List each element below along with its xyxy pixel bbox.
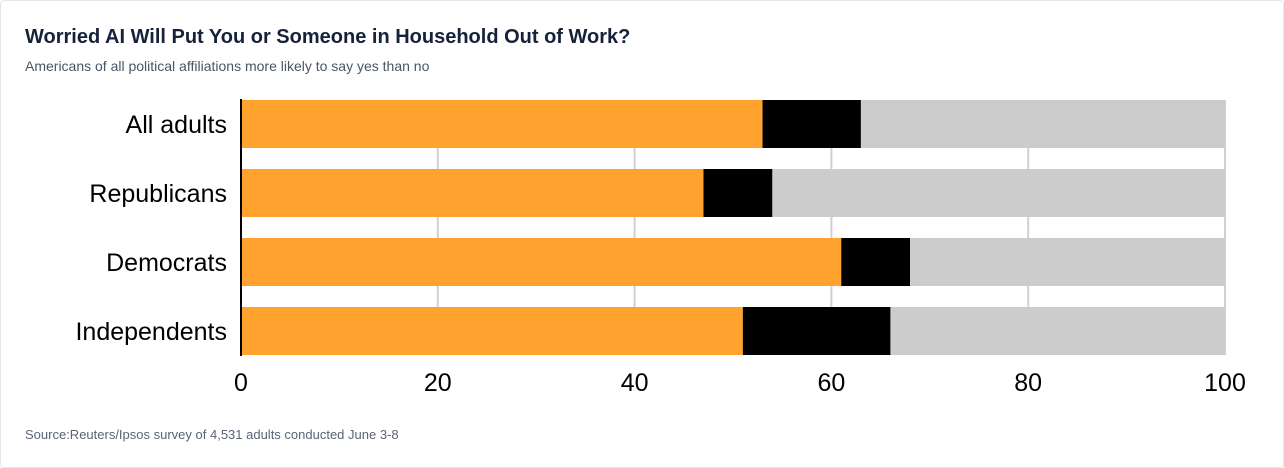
x-tick-label: 20 — [424, 369, 452, 397]
x-tick-label: 80 — [1014, 369, 1042, 397]
category-label: Independents — [75, 318, 227, 346]
x-tick-label: 40 — [621, 369, 649, 397]
category-label: All adults — [126, 111, 227, 139]
chart-subtitle: Americans of all political affiliations … — [25, 58, 430, 74]
bar-segment — [841, 238, 911, 286]
bar-segment — [241, 307, 743, 355]
category-label: Democrats — [106, 249, 227, 277]
bar-segment — [772, 169, 1225, 217]
x-tick-label: 100 — [1204, 369, 1246, 397]
x-tick-label: 0 — [234, 369, 248, 397]
bar-segment — [910, 238, 1225, 286]
bar-segment — [241, 100, 763, 148]
bar-segment — [241, 238, 842, 286]
bar-segment — [241, 169, 704, 217]
chart-title: Worried AI Will Put You or Someone in Ho… — [25, 26, 631, 48]
bar-segment — [762, 100, 861, 148]
bar-segment — [860, 100, 1225, 148]
bar-segment — [890, 307, 1225, 355]
bar-segment — [703, 169, 773, 217]
x-tick-label: 60 — [817, 369, 845, 397]
source-note: Source:Reuters/Ipsos survey of 4,531 adu… — [25, 427, 399, 442]
bar-segment — [742, 307, 891, 355]
category-label: Republicans — [89, 180, 227, 208]
